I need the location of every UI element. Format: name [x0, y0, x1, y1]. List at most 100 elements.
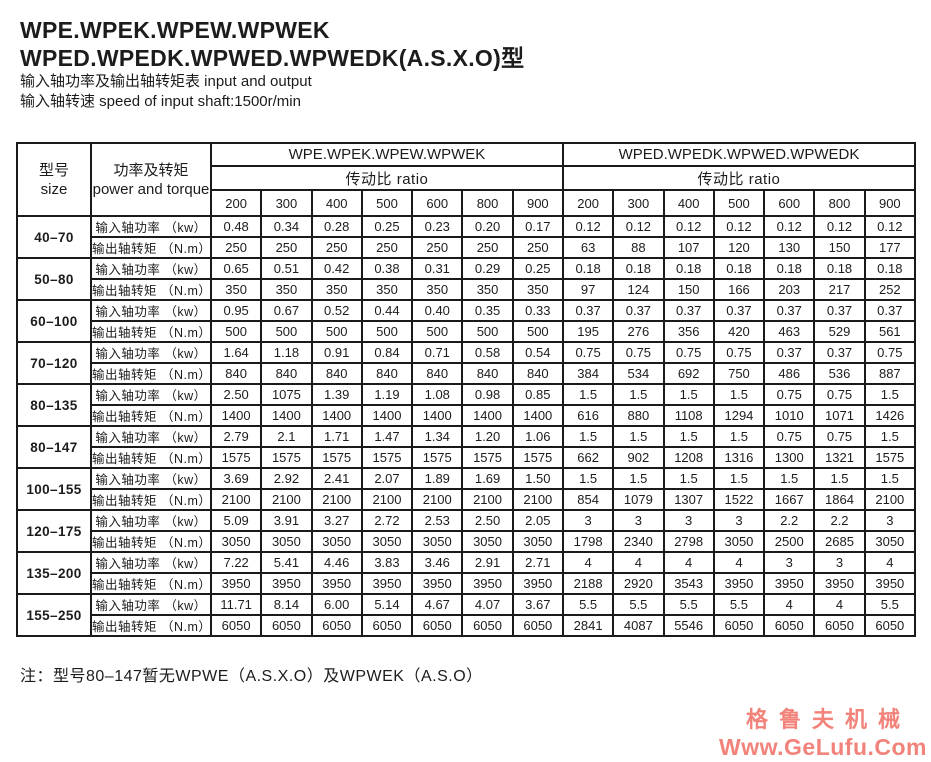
power-value-cell: 2.71 — [511, 551, 564, 574]
power-value-cell: 0.95 — [209, 299, 263, 322]
torque-value-cell: 203 — [763, 278, 816, 301]
row-label-input-power: 输入轴功率 （kw） — [90, 299, 212, 322]
power-value-cell: 1.5 — [863, 467, 917, 490]
power-value-cell: 1.5 — [561, 467, 615, 490]
torque-value-cell: 1108 — [662, 404, 715, 427]
power-value-cell: 0.18 — [763, 257, 816, 280]
torque-value-cell: 3950 — [310, 572, 363, 595]
torque-value-cell: 3950 — [209, 572, 263, 595]
size-column-header: 型号 size — [16, 142, 92, 217]
power-value-cell: 4.07 — [461, 593, 514, 616]
torque-value-cell: 500 — [360, 320, 414, 343]
power-value-cell: 1.5 — [662, 425, 715, 448]
torque-value-cell: 6050 — [813, 614, 866, 637]
torque-value-cell: 217 — [813, 278, 866, 301]
ratio-col-header: 800 — [461, 189, 514, 217]
torque-value-cell: 500 — [411, 320, 464, 343]
ratio-number-row: 200 300 400 500 600 800 900 200 300 400 500 600 800 9… — [17, 189, 917, 217]
power-torque-column-header: 功率及转矩 power and torque — [90, 142, 212, 217]
torque-value-cell: 3050 — [209, 530, 263, 553]
torque-value-cell: 2100 — [260, 488, 313, 511]
power-value-cell: 0.18 — [612, 257, 665, 280]
power-value-cell: 0.18 — [662, 257, 715, 280]
row-label-output-torque: 输出轴转矩 （N.m） — [90, 278, 212, 301]
ratio-col-header: 400 — [662, 189, 715, 217]
size-cell: 120–175 — [16, 509, 92, 553]
power-value-cell: 3 — [763, 551, 816, 574]
power-value-cell: 3.46 — [411, 551, 464, 574]
power-value-cell: 1.5 — [612, 383, 665, 406]
table-row-power: 155–250 输入轴功率 （kw） 11.71 8.14 6.00 5.14 4.67 4.… — [16, 593, 917, 637]
power-value-cell: 0.12 — [763, 215, 816, 238]
torque-value-cell: 1400 — [461, 404, 514, 427]
power-value-cell: 0.85 — [511, 383, 564, 406]
power-value-cell: 0.12 — [561, 215, 615, 238]
table-row-torque: 输出轴转矩 （N.m） 500 500 500 500 500 500 500 195 276 35… — [17, 320, 917, 343]
power-value-cell: 2.53 — [411, 509, 464, 532]
power-value-cell: 5.5 — [662, 593, 715, 616]
torque-value-cell: 1575 — [461, 446, 514, 469]
torque-value-cell: 250 — [411, 236, 464, 259]
torque-value-cell: 350 — [310, 278, 363, 301]
power-value-cell: 2.79 — [209, 425, 263, 448]
size-cell: 100–155 — [16, 467, 92, 511]
torque-value-cell: 2798 — [662, 530, 715, 553]
power-value-cell: 0.37 — [763, 341, 816, 364]
torque-value-cell: 6050 — [310, 614, 363, 637]
power-value-cell: 1.5 — [662, 467, 715, 490]
torque-value-cell: 662 — [561, 446, 615, 469]
model-group1-header: WPE.WPEK.WPEW.WPWEK — [210, 142, 564, 167]
torque-value-cell: 1321 — [813, 446, 866, 469]
ratio-label-row: 传动比 ratio 传动比 ratio — [17, 165, 917, 191]
power-value-cell: 0.75 — [712, 341, 766, 364]
torque-value-cell: 350 — [411, 278, 464, 301]
torque-value-cell: 840 — [310, 362, 363, 385]
power-value-cell: 5.5 — [863, 593, 917, 616]
torque-value-cell: 250 — [260, 236, 313, 259]
torque-value-cell: 1079 — [612, 488, 665, 511]
power-value-cell: 0.37 — [763, 299, 816, 322]
torque-value-cell: 840 — [411, 362, 464, 385]
size-cell: 135–200 — [16, 551, 92, 595]
torque-value-cell: 2100 — [310, 488, 363, 511]
power-value-cell: 0.37 — [561, 299, 615, 322]
torque-value-cell: 384 — [561, 362, 615, 385]
power-value-cell: 0.65 — [209, 257, 263, 280]
power-value-cell: 3 — [813, 551, 866, 574]
power-value-cell: 1.5 — [612, 425, 665, 448]
torque-value-cell: 350 — [461, 278, 514, 301]
power-value-cell: 4 — [813, 593, 866, 616]
power-value-cell: 2.2 — [763, 509, 816, 532]
row-label-input-power: 输入轴功率 （kw） — [90, 467, 212, 490]
power-value-cell: 0.37 — [712, 299, 766, 322]
power-value-cell: 0.75 — [813, 425, 866, 448]
power-value-cell: 0.23 — [411, 215, 464, 238]
power-value-cell: 0.42 — [310, 257, 363, 280]
torque-value-cell: 2685 — [813, 530, 866, 553]
power-value-cell: 5.5 — [712, 593, 766, 616]
row-label-output-torque: 输出轴转矩 （N.m） — [90, 362, 212, 385]
torque-value-cell: 1575 — [360, 446, 414, 469]
power-value-cell: 2.1 — [260, 425, 313, 448]
torque-value-cell: 250 — [209, 236, 263, 259]
power-value-cell: 0.44 — [360, 299, 414, 322]
torque-value-cell: 529 — [813, 320, 866, 343]
torque-value-cell: 250 — [360, 236, 414, 259]
power-value-cell: 1.50 — [511, 467, 564, 490]
torque-value-cell: 1575 — [863, 446, 917, 469]
power-value-cell: 0.75 — [813, 383, 866, 406]
torque-value-cell: 486 — [763, 362, 816, 385]
row-label-output-torque: 输出轴转矩 （N.m） — [90, 488, 212, 511]
torque-value-cell: 1575 — [260, 446, 313, 469]
torque-value-cell: 350 — [260, 278, 313, 301]
power-value-cell: 0.31 — [411, 257, 464, 280]
ratio-col-header: 600 — [411, 189, 464, 217]
power-value-cell: 0.12 — [813, 215, 866, 238]
power-value-cell: 2.50 — [209, 383, 263, 406]
torque-value-cell: 500 — [511, 320, 564, 343]
power-value-cell: 2.91 — [461, 551, 514, 574]
torque-value-cell: 1071 — [813, 404, 866, 427]
torque-value-cell: 97 — [561, 278, 615, 301]
row-label-input-power: 输入轴功率 （kw） — [90, 341, 212, 364]
watermark-brand: 格鲁夫机械 — [745, 707, 911, 734]
